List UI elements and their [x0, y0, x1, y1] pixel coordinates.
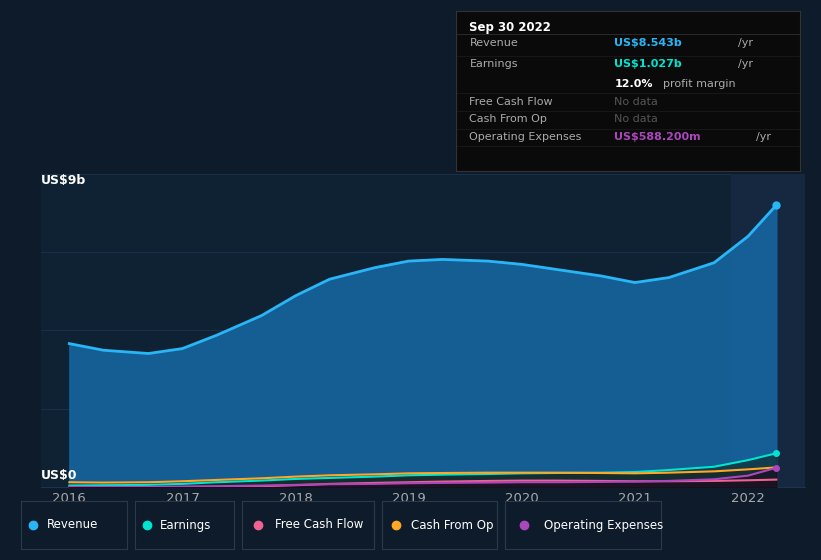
Text: Earnings: Earnings — [160, 519, 212, 531]
Text: Revenue: Revenue — [48, 519, 99, 531]
Text: Operating Expenses: Operating Expenses — [470, 132, 582, 142]
Text: profit margin: profit margin — [663, 79, 735, 89]
Text: Free Cash Flow: Free Cash Flow — [275, 519, 364, 531]
Text: 12.0%: 12.0% — [614, 79, 653, 89]
Text: US$0: US$0 — [41, 469, 77, 482]
Text: /yr: /yr — [755, 132, 771, 142]
Text: No data: No data — [614, 96, 658, 106]
Text: US$9b: US$9b — [41, 174, 86, 186]
Text: Free Cash Flow: Free Cash Flow — [470, 96, 553, 106]
Text: /yr: /yr — [738, 59, 754, 69]
Text: US$588.200m: US$588.200m — [614, 132, 701, 142]
Bar — [731, 174, 805, 487]
Text: No data: No data — [614, 114, 658, 124]
Text: Cash From Op: Cash From Op — [470, 114, 548, 124]
Text: Operating Expenses: Operating Expenses — [544, 519, 663, 531]
Text: US$8.543b: US$8.543b — [614, 38, 682, 48]
Text: Revenue: Revenue — [470, 38, 518, 48]
Text: US$1.027b: US$1.027b — [614, 59, 682, 69]
Text: Earnings: Earnings — [470, 59, 518, 69]
Text: /yr: /yr — [738, 38, 754, 48]
Text: Cash From Op: Cash From Op — [410, 519, 493, 531]
Text: Sep 30 2022: Sep 30 2022 — [470, 21, 552, 34]
